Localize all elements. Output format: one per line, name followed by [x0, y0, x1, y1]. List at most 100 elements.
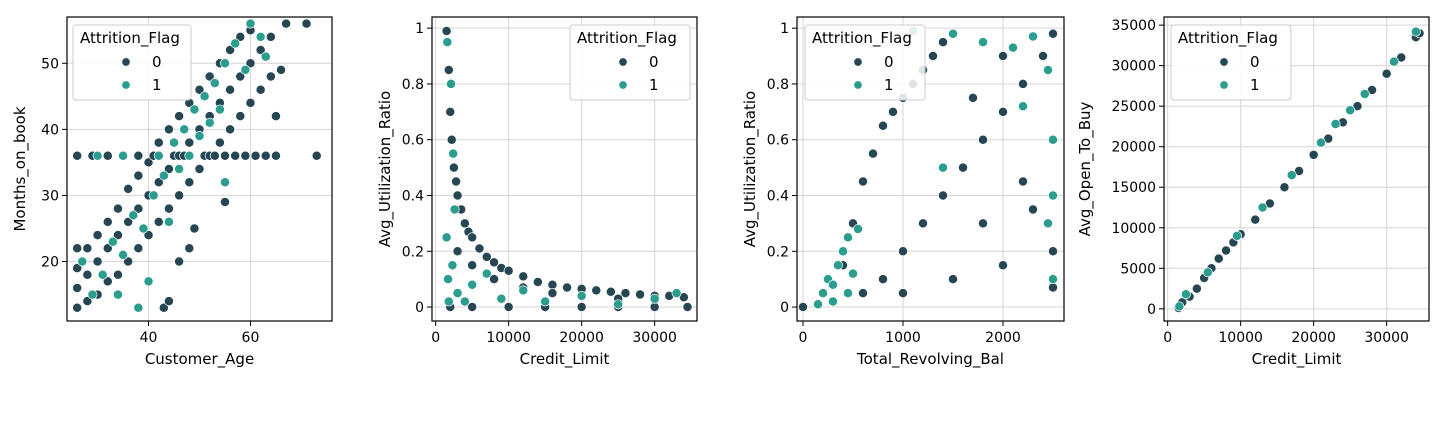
point-class-0 — [209, 150, 220, 161]
point-class-0 — [133, 150, 144, 161]
legend-entry-0: 0 — [884, 53, 894, 71]
legend-title: Attrition_Flag — [812, 29, 912, 48]
legend-title: Attrition_Flag — [80, 29, 180, 48]
point-class-0 — [113, 203, 123, 214]
y-tick-label: 0 — [1147, 302, 1156, 318]
x-tick-label: 30000 — [1364, 330, 1409, 346]
point-class-1 — [1048, 274, 1058, 285]
plot-frame — [66, 16, 333, 322]
point-class-0 — [214, 137, 225, 148]
point-class-0 — [503, 265, 514, 276]
x-tick-label: 0 — [799, 330, 808, 346]
y-axis-label: Avg_Utilization_Ratio — [376, 91, 395, 247]
point-class-1 — [1048, 190, 1058, 201]
y-tick-label: 0.4 — [767, 188, 789, 204]
point-class-0 — [998, 51, 1008, 61]
point-class-0 — [878, 274, 888, 285]
point-class-0 — [133, 170, 144, 181]
point-class-1 — [179, 124, 190, 135]
point-class-0 — [467, 302, 478, 313]
point-class-0 — [518, 271, 529, 282]
point-class-0 — [467, 232, 478, 243]
point-class-0 — [240, 150, 251, 161]
point-class-1 — [818, 288, 828, 299]
point-class-0 — [878, 120, 888, 131]
point-class-0 — [1038, 51, 1048, 61]
point-class-1 — [184, 150, 195, 161]
point-class-1 — [255, 31, 266, 42]
point-class-1 — [220, 177, 230, 188]
point-class-1 — [143, 276, 154, 287]
point-class-1 — [1345, 105, 1356, 116]
legend-box — [804, 24, 926, 101]
point-class-1 — [843, 288, 853, 299]
y-tick-label: 0.4 — [402, 188, 424, 204]
point-class-1 — [1028, 31, 1038, 42]
point-class-0 — [235, 111, 246, 122]
point-class-0 — [158, 302, 169, 313]
point-class-1 — [443, 274, 454, 285]
legend: Attrition_Flag 0 1 — [1170, 24, 1292, 101]
legend-marker-0 — [853, 57, 863, 67]
point-class-0 — [220, 150, 230, 161]
point-class-1 — [230, 38, 241, 49]
point-class-1 — [189, 104, 200, 115]
point-class-1 — [209, 78, 220, 89]
point-class-0 — [620, 288, 631, 299]
point-class-1 — [1202, 267, 1213, 278]
point-class-1 — [148, 190, 159, 201]
point-class-1 — [77, 256, 88, 267]
point-class-1 — [97, 269, 108, 280]
point-class-0 — [898, 288, 908, 299]
point-class-1 — [118, 249, 129, 260]
point-class-0 — [1221, 245, 1232, 256]
point-class-1 — [158, 170, 169, 181]
point-class-1 — [113, 289, 123, 300]
point-class-1 — [518, 285, 529, 296]
point-class-0 — [245, 97, 256, 108]
y-tick-label: 0 — [780, 300, 789, 316]
x-tick-label: 1000 — [885, 330, 921, 346]
point-class-0 — [978, 134, 988, 145]
point-class-1 — [240, 64, 251, 75]
point-class-1 — [1043, 65, 1053, 75]
y-tick-label: 30 — [41, 188, 59, 204]
point-class-0 — [1279, 182, 1290, 193]
point-class-0 — [918, 218, 928, 229]
plot-frame — [1163, 16, 1430, 322]
point-class-0 — [92, 256, 103, 267]
point-class-1 — [649, 293, 660, 304]
point-class-0 — [1381, 68, 1392, 79]
point-class-0 — [194, 164, 205, 174]
legend-entry-0: 0 — [1250, 53, 1260, 71]
point-class-0 — [270, 111, 281, 122]
point-class-1 — [838, 246, 848, 257]
point-class-1 — [260, 51, 271, 62]
y-axis-label: Avg_Utilization_Ratio — [741, 91, 760, 247]
point-class-0 — [1191, 283, 1202, 294]
point-class-0 — [968, 92, 978, 103]
point-class-1 — [848, 268, 858, 279]
panel-3: 0 1000 2000 0 0.2 0.4 0.6 0.8 1 Total_Revolving_B… — [741, 16, 1065, 369]
point-class-1 — [87, 289, 98, 300]
point-class-0 — [265, 31, 276, 42]
y-tick-label: 15000 — [1111, 180, 1156, 196]
legend-entry-0: 0 — [152, 53, 162, 71]
point-class-1 — [1389, 56, 1399, 67]
point-class-0 — [649, 302, 660, 313]
point-class-1 — [163, 216, 174, 227]
x-tick-label: 0 — [431, 330, 440, 346]
point-class-0 — [265, 71, 276, 82]
panel-4: 0 10000 20000 30000 0 5000 10000 15000 20000 2500… — [1076, 16, 1430, 369]
x-axis-label: Customer_Age — [145, 350, 254, 369]
y-tick-label: 0 — [415, 300, 424, 316]
point-class-1 — [118, 150, 129, 161]
point-class-0 — [311, 150, 322, 161]
x-tick-label: 10000 — [1218, 330, 1263, 346]
panel-1: 40 60 20 30 40 50 Customer_Age Months_on_book At… — [11, 16, 333, 369]
point-class-1 — [442, 37, 453, 48]
point-class-0 — [1048, 28, 1058, 39]
point-class-0 — [481, 251, 492, 262]
point-class-1 — [1232, 230, 1242, 241]
